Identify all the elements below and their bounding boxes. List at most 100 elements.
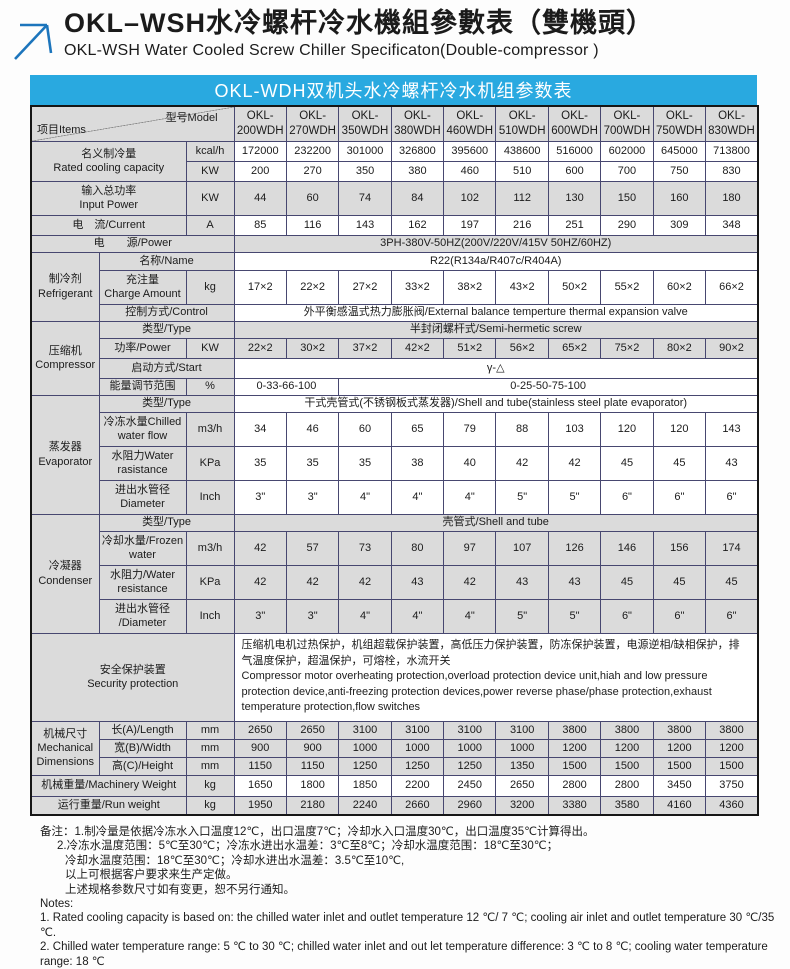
data-cell: 60×2	[652, 269, 707, 305]
notes-header: Notes:	[40, 898, 74, 911]
spec-table: 项目Items 型号Model OKL- 200WDH OKL- 270WDH OKL-…	[30, 105, 759, 816]
data-cell: 350	[338, 160, 392, 182]
data-cell: 38×2	[443, 269, 497, 305]
row-label: 电 源/Power	[30, 234, 235, 253]
data-cell: 3100	[390, 720, 445, 740]
data-cell: 1250	[338, 756, 392, 776]
data-cell: 2650	[233, 720, 287, 740]
row-value-cell: 干式壳管式(不锈钢板式蒸发器)/Shell and tube(stainless…	[233, 394, 759, 413]
unit-cell: mm	[185, 738, 235, 758]
data-cell: 51×2	[443, 337, 497, 359]
data-cell: 270	[285, 160, 340, 182]
data-cell: 1950	[233, 795, 287, 816]
data-cell: 510	[495, 160, 549, 182]
data-cell: 143	[705, 411, 759, 447]
row-value-cell: R22(R134a/R407c/R404A)	[233, 251, 759, 271]
span-value-cell: 0-25-50-75-100	[338, 377, 759, 396]
data-cell: 85	[233, 214, 287, 236]
data-cell: 35	[338, 445, 392, 481]
data-cell: 37×2	[338, 337, 392, 359]
data-cell: 6"	[600, 479, 654, 515]
data-cell: 43	[390, 564, 445, 600]
data-cell: 80	[390, 530, 445, 566]
data-cell: 3"	[233, 479, 287, 515]
data-cell: 290	[600, 214, 654, 236]
data-cell: 22×2	[233, 337, 287, 359]
data-cell: 1850	[338, 774, 392, 797]
data-cell: 45	[652, 445, 707, 481]
unit-cell: kg	[185, 795, 235, 816]
notes: 备注：1.制冷量是依据冷冻水入口温度12℃，出口温度7℃；冷却水入口温度30℃，…	[40, 825, 790, 969]
row-label: 充注量 Charge Amount	[98, 269, 187, 305]
model-header-cell: OKL- 380WDH	[390, 105, 445, 142]
data-cell: 3380	[547, 795, 602, 816]
row-label: 类型/Type	[98, 394, 235, 413]
note-line: 1. Rated cooling capacity is based on: t…	[40, 912, 775, 939]
row-label: 高(C)/Height	[98, 756, 187, 776]
data-cell: 1000	[390, 738, 445, 758]
page-title: OKL–WSH水冷螺杆冷水機組參數表（雙機頭）	[64, 8, 654, 38]
data-cell: 6"	[705, 479, 759, 515]
data-cell: 2200	[390, 774, 445, 797]
data-cell: 162	[390, 214, 445, 236]
row-label: 机械重量/Machinery Weight	[30, 774, 187, 797]
data-cell: 126	[547, 530, 602, 566]
data-cell: 395600	[443, 140, 497, 162]
row-label: 水阻力/Water resistance	[98, 564, 187, 600]
data-cell: 2650	[285, 720, 340, 740]
data-cell: 42	[443, 564, 497, 600]
data-cell: 172000	[233, 140, 287, 162]
data-cell: 3750	[705, 774, 759, 797]
data-cell: 1800	[285, 774, 340, 797]
data-cell: 197	[443, 214, 497, 236]
data-cell: 6"	[652, 479, 707, 515]
row-label: 长(A)/Length	[98, 720, 187, 740]
data-cell: 1250	[443, 756, 497, 776]
data-cell: 180	[705, 180, 759, 216]
data-cell: 60	[338, 411, 392, 447]
data-cell: 900	[285, 738, 340, 758]
row-value-cell: 壳管式/Shell and tube	[233, 513, 759, 532]
data-cell: 1500	[547, 756, 602, 776]
data-cell: 4"	[390, 598, 445, 634]
data-cell: 45	[600, 445, 654, 481]
model-header-cell: OKL- 350WDH	[338, 105, 392, 142]
data-cell: 88	[495, 411, 549, 447]
data-cell: 1150	[285, 756, 340, 776]
data-cell: 1200	[547, 738, 602, 758]
model-label: 型号Model	[165, 112, 218, 124]
model-header-cell: OKL- 830WDH	[705, 105, 759, 142]
data-cell: 3450	[652, 774, 707, 797]
data-cell: 3100	[495, 720, 549, 740]
data-cell: 830	[705, 160, 759, 182]
data-cell: 103	[547, 411, 602, 447]
data-cell: 34	[233, 411, 287, 447]
unit-cell: KW	[185, 337, 235, 359]
row-label: 运行重量/Run weight	[30, 795, 187, 816]
data-cell: 4360	[705, 795, 759, 816]
data-cell: 17×2	[233, 269, 287, 305]
row-label: 安全保护装置 Security protection	[30, 632, 235, 722]
row-label: 进出水管径 Diameter	[98, 479, 187, 515]
data-cell: 116	[285, 214, 340, 236]
data-cell: 66×2	[705, 269, 759, 305]
data-cell: 3800	[705, 720, 759, 740]
data-cell: 1000	[338, 738, 392, 758]
data-cell: 156	[652, 530, 707, 566]
row-label: 控制方式/Control	[98, 303, 235, 322]
items-label: 项目Items	[37, 124, 86, 137]
unit-cell: m3/h	[185, 530, 235, 566]
model-header-cell: OKL- 200WDH	[233, 105, 287, 142]
data-cell: 232200	[285, 140, 340, 162]
data-cell: 3800	[547, 720, 602, 740]
data-cell: 57	[285, 530, 340, 566]
data-cell: 160	[652, 180, 707, 216]
data-cell: 5"	[547, 598, 602, 634]
row-value-cell: γ-△	[233, 357, 759, 379]
arrow-logo-icon	[14, 23, 53, 60]
data-cell: 4"	[338, 598, 392, 634]
data-cell: 2800	[547, 774, 602, 797]
data-cell: 174	[705, 530, 759, 566]
row-value-cell: 外平衡感温式热力膨胀阀/External balance temperture …	[233, 303, 759, 322]
data-cell: 4"	[443, 598, 497, 634]
